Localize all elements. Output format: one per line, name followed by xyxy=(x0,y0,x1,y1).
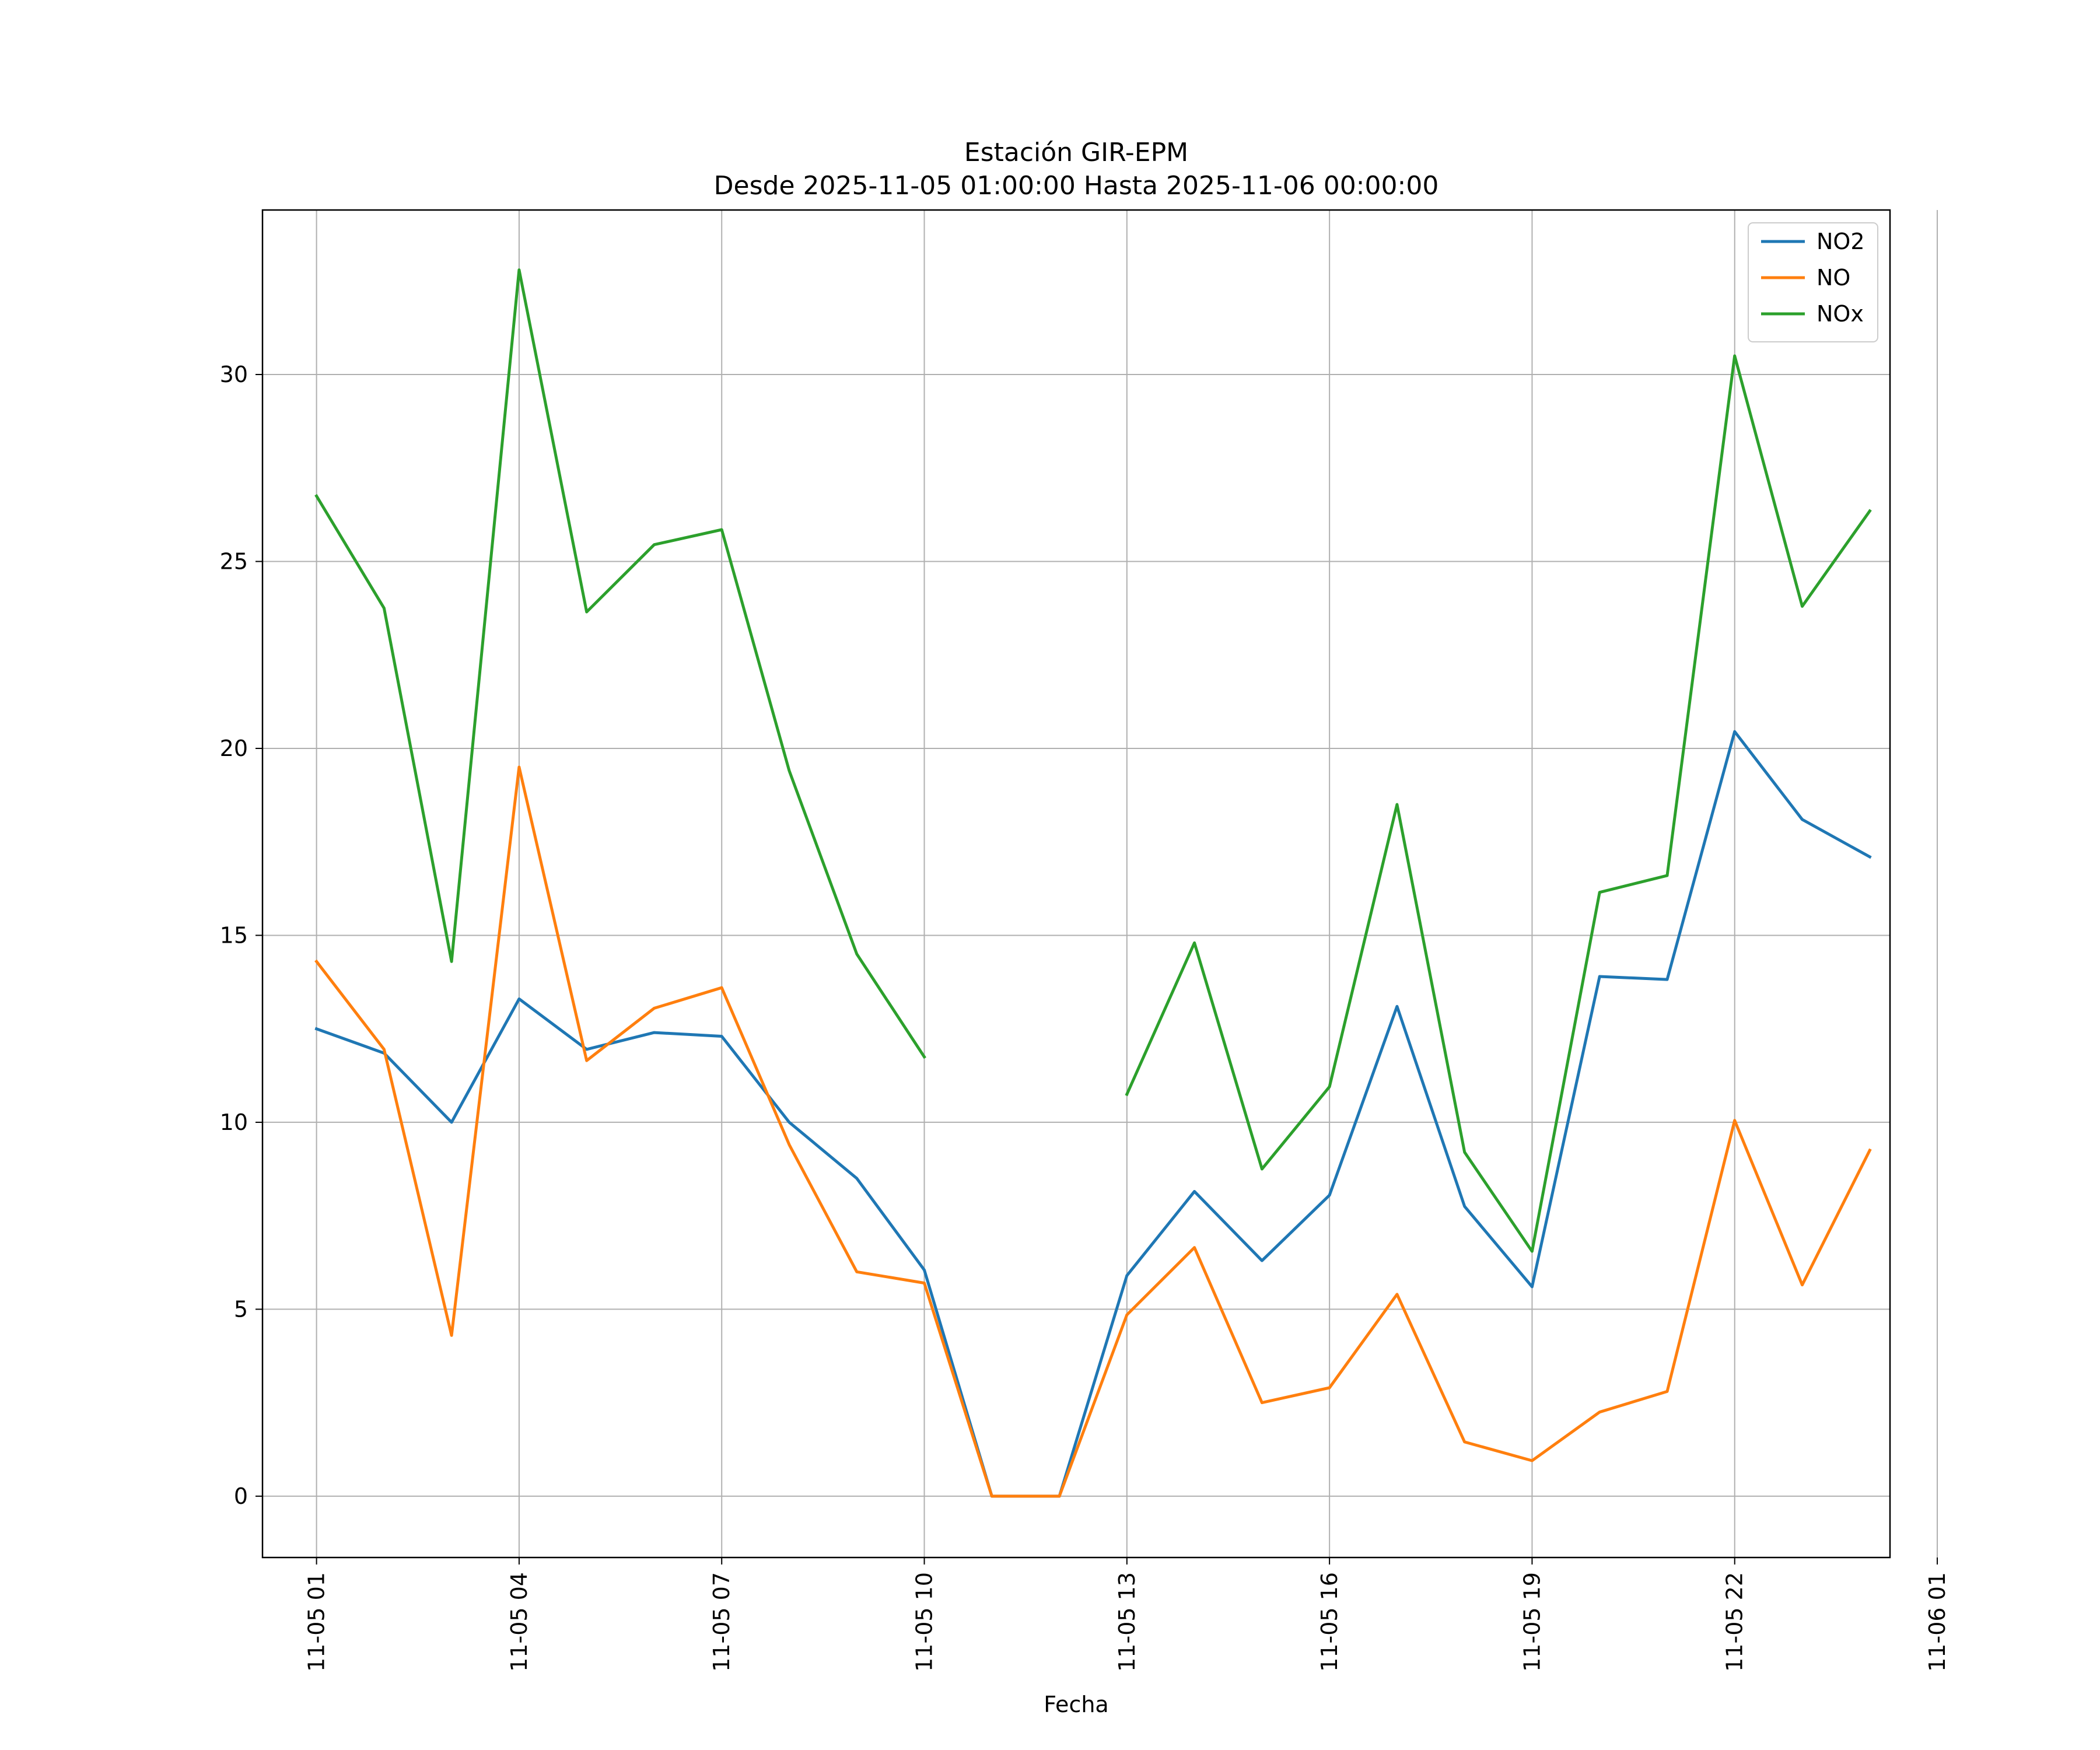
series-line-nox xyxy=(314,268,926,1059)
axes: 11-05 01 11-05 04 11-05 07 11-05 10 11-05 13… xyxy=(220,362,1950,1672)
x-tick-label: 11-05 04 xyxy=(506,1572,532,1672)
grid xyxy=(262,210,1938,1558)
y-tick-label: 5 xyxy=(234,1296,248,1322)
y-tick-label: 0 xyxy=(234,1483,248,1509)
x-tick-label: 11-05 01 xyxy=(304,1572,330,1672)
chart-title: Estación GIR-EPM xyxy=(964,138,1188,167)
y-tick-label: 10 xyxy=(220,1110,248,1135)
x-tick-label: 11-05 16 xyxy=(1317,1572,1342,1672)
y-tick-label: 25 xyxy=(220,548,248,574)
x-axis-label: Fecha xyxy=(1044,1692,1108,1717)
x-tick-label: 11-05 07 xyxy=(709,1572,734,1672)
series-line-nox xyxy=(1125,354,1872,1253)
x-tick-label: 11-05 19 xyxy=(1519,1572,1545,1672)
legend-label-nox: NOx xyxy=(1817,301,1864,327)
x-tick-label: 11-05 13 xyxy=(1114,1572,1140,1672)
legend: NO2 NO NOx xyxy=(1748,222,1878,342)
legend-box xyxy=(1748,222,1878,342)
x-tick-label: 11-06 01 xyxy=(1924,1572,1950,1672)
series-lines xyxy=(314,268,1872,1498)
y-tick-label: 15 xyxy=(220,922,248,948)
y-tick-label: 20 xyxy=(220,736,248,761)
series-line-no2 xyxy=(314,730,1872,1498)
x-tick-label: 11-05 22 xyxy=(1722,1572,1748,1672)
legend-label-no2: NO2 xyxy=(1817,229,1865,254)
chart-subtitle: Desde 2025-11-05 01:00:00 Hasta 2025-11-… xyxy=(714,171,1439,201)
y-tick-label: 30 xyxy=(220,362,248,387)
legend-label-no: NO xyxy=(1817,265,1850,290)
plot-frame xyxy=(261,209,1891,1559)
x-tick-label: 11-05 10 xyxy=(912,1572,937,1672)
series-line-no xyxy=(314,765,1872,1498)
